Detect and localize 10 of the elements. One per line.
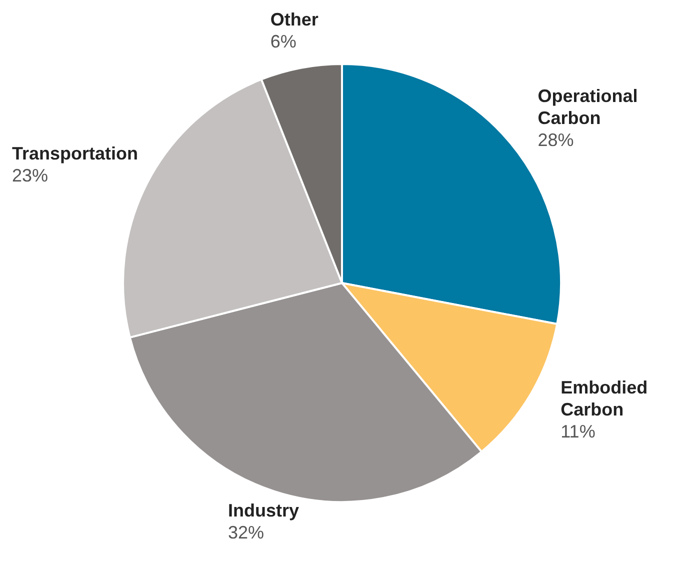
slice-label: Embodied Carbon: [560, 377, 648, 420]
data-label: 28%: [538, 130, 574, 150]
data-label: 11%: [560, 421, 596, 442]
slice-label: Operational Carbon: [538, 86, 638, 128]
slice-label: Transportation: [12, 144, 138, 164]
slice-label: Other: [270, 9, 318, 30]
data-label: 6%: [270, 31, 296, 52]
data-label: 23%: [12, 166, 48, 186]
data-label: 32%: [228, 522, 264, 543]
slice-label: Industry: [228, 500, 300, 521]
